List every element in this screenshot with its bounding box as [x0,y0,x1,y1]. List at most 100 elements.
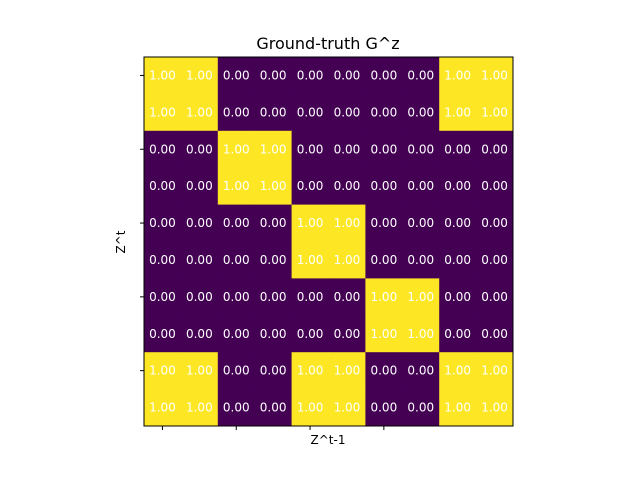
cell-value-label: 1.00 [186,68,213,82]
heatmap-cell [254,315,293,353]
heatmap-cell [254,57,293,95]
heatmap-cell [365,315,403,353]
heatmap-cell [254,93,293,132]
heatmap-cell [328,352,366,390]
cell-value-label: 1.00 [223,179,250,193]
heatmap-cell [402,315,440,353]
heatmap-cell [180,315,219,353]
cell-value-label: 0.00 [334,179,361,193]
heatmap-cell [365,389,403,427]
cell-value-label: 0.00 [444,179,471,193]
heatmap-cell [476,57,514,95]
cell-value-label: 0.00 [370,401,397,415]
cell-value-label: 0.00 [370,253,397,267]
cell-value-label: 0.00 [186,142,213,156]
cell-value-label: 1.00 [297,364,324,378]
cell-value-label: 0.00 [481,327,508,341]
cell-value-label: 0.00 [223,327,250,341]
heatmap-cell [402,130,440,169]
heatmap-cell [291,93,329,132]
heatmap-cell [439,167,477,206]
cell-value-label: 1.00 [481,364,508,378]
heatmap-cell [217,57,256,95]
heatmap-cell [402,204,440,242]
heatmap-cell [144,130,182,169]
heatmap-cell [180,93,219,132]
cell-value-label: 1.00 [186,105,213,119]
heatmap-cell [328,278,366,316]
cell-value-label: 1.00 [297,401,324,415]
cell-value-label: 0.00 [149,142,176,156]
cell-value-label: 0.00 [186,327,213,341]
cell-value-label: 1.00 [149,364,176,378]
cell-value-label: 1.00 [149,105,176,119]
cell-value-label: 1.00 [481,105,508,119]
cell-value-label: 0.00 [186,253,213,267]
heatmap-cell [476,204,514,242]
cell-value-label: 0.00 [149,327,176,341]
cell-value-label: 0.00 [407,68,434,82]
cell-value-label: 0.00 [407,401,434,415]
heatmap-cell [217,130,256,169]
cell-value-label: 0.00 [297,105,324,119]
cell-value-label: 0.00 [370,179,397,193]
cell-value-label: 1.00 [444,105,471,119]
heatmap-cell [476,278,514,316]
cell-value-label: 1.00 [297,253,324,267]
cell-value-label: 1.00 [407,290,434,304]
heatmap-cell [144,57,182,95]
cell-value-label: 0.00 [223,68,250,82]
cell-value-label: 0.00 [260,68,287,82]
cell-value-label: 1.00 [370,327,397,341]
cell-value-label: 0.00 [186,216,213,230]
cell-value-label: 0.00 [297,179,324,193]
cell-value-label: 0.00 [260,364,287,378]
cell-value-label: 0.00 [260,290,287,304]
cell-value-label: 1.00 [481,401,508,415]
cell-value-label: 0.00 [481,142,508,156]
heatmap-cell [291,241,329,279]
cell-value-label: 0.00 [223,253,250,267]
heatmap-cell [144,93,182,132]
cell-value-label: 0.00 [149,290,176,304]
cell-value-label: 0.00 [186,179,213,193]
cell-value-label: 0.00 [149,179,176,193]
y-axis-label: Z^t [114,230,128,253]
cell-value-label: 0.00 [481,216,508,230]
heatmap-cell [365,278,403,316]
cell-value-label: 0.00 [297,68,324,82]
heatmap-cell [402,389,440,427]
heatmap-cell [144,204,182,242]
heatmap-cell [180,167,219,206]
heatmap-cell [365,57,403,95]
heatmap-cell [328,241,366,279]
cell-value-label: 1.00 [297,216,324,230]
heatmap-cell [144,241,182,279]
cell-value-label: 0.00 [297,327,324,341]
heatmap-cell [144,315,182,353]
cell-value-label: 0.00 [223,364,250,378]
cell-value-label: 0.00 [407,253,434,267]
cell-value-label: 0.00 [334,290,361,304]
x-axis-ticks [161,426,385,430]
cell-value-label: 0.00 [481,179,508,193]
heatmap-cell [402,167,440,206]
heatmap-cell [254,130,293,169]
cell-value-label: 1.00 [149,68,176,82]
cell-value-label: 0.00 [223,401,250,415]
cell-value-label: 0.00 [223,105,250,119]
cell-value-label: 0.00 [407,179,434,193]
cell-value-label: 0.00 [444,253,471,267]
cell-value-label: 1.00 [444,68,471,82]
heatmap-cell [180,278,219,316]
cell-value-label: 0.00 [334,105,361,119]
heatmap-cell [254,389,293,427]
heatmap-cell [180,389,219,427]
heatmap-cell [217,315,256,353]
heatmap-cell [402,352,440,390]
heatmap-cell [402,278,440,316]
heatmap-cell [180,352,219,390]
heatmap-cell [254,204,293,242]
heatmap-cell [291,130,329,169]
heatmap-cell [328,167,366,206]
